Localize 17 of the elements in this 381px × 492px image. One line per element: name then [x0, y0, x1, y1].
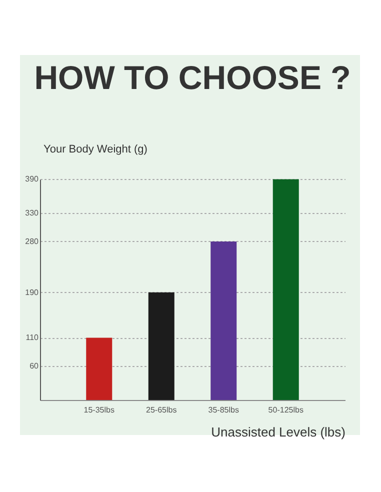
y-tick-label: 110	[26, 333, 40, 342]
x-tick-label: 35-85lbs	[208, 406, 239, 414]
x-axis-title: Unassisted Levels (lbs)	[211, 424, 346, 440]
y-tick-label: 60	[30, 362, 40, 371]
bar	[148, 292, 174, 400]
y-axis-title: Your Body Weight (g)	[44, 144, 148, 156]
bar	[86, 338, 112, 400]
y-tick-label: 190	[25, 288, 40, 297]
x-tick-label: 25-65lbs	[146, 406, 177, 414]
y-tick-label: 330	[25, 208, 40, 218]
chart-title: HOW TO CHOOSE ?	[34, 59, 351, 96]
y-tick-label: 280	[25, 236, 40, 246]
bar	[210, 241, 237, 400]
y-tick-label: 390	[25, 174, 40, 184]
x-tick-label: 15-35lbs	[84, 406, 114, 414]
x-tick-label: 50-125lbs	[268, 406, 304, 414]
bar	[272, 179, 299, 400]
